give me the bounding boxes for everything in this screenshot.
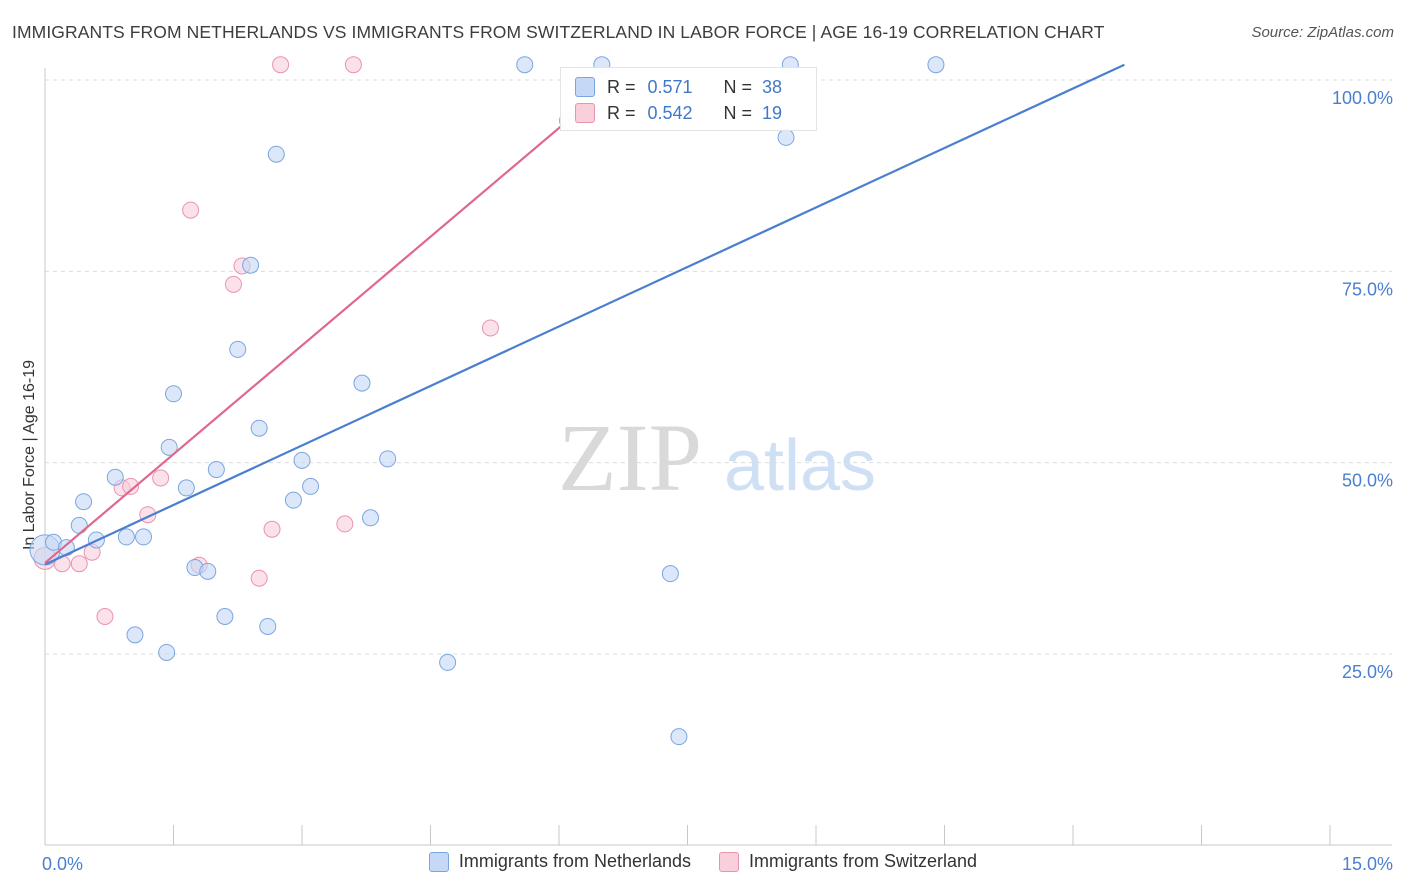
stats-swatch-switzerland bbox=[575, 103, 595, 123]
data-point bbox=[182, 201, 200, 219]
data-point bbox=[250, 419, 268, 437]
data-point bbox=[293, 451, 311, 469]
legend-item-switzerland[interactable]: Immigrants from Switzerland bbox=[719, 851, 977, 872]
legend-item-netherlands[interactable]: Immigrants from Netherlands bbox=[428, 851, 691, 872]
y-tick-label: 75.0% bbox=[1342, 279, 1393, 299]
watermark: ZIP atlas bbox=[558, 404, 876, 511]
legend-swatch-switzerland bbox=[719, 851, 739, 872]
data-point bbox=[439, 653, 457, 671]
legend-label-switzerland: Immigrants from Switzerland bbox=[749, 851, 978, 871]
r-label: R = bbox=[607, 102, 636, 123]
data-point bbox=[516, 56, 534, 74]
data-point bbox=[106, 468, 124, 486]
data-point bbox=[670, 728, 688, 746]
data-point bbox=[379, 450, 397, 468]
data-point bbox=[165, 385, 182, 403]
data-point bbox=[75, 493, 93, 511]
data-point bbox=[199, 562, 217, 580]
data-point bbox=[224, 275, 242, 293]
n-label: N = bbox=[723, 76, 753, 97]
data-point bbox=[152, 469, 170, 487]
data-point bbox=[481, 319, 499, 337]
n-value-netherlands: 38 bbox=[762, 76, 783, 97]
axes bbox=[44, 68, 1392, 846]
data-point bbox=[57, 539, 75, 557]
data-point bbox=[777, 128, 795, 146]
data-point bbox=[96, 607, 114, 625]
source-credit: Source: ZipAtlas.com bbox=[1251, 24, 1394, 41]
data-point bbox=[336, 515, 354, 533]
stats-swatch-netherlands bbox=[575, 77, 595, 97]
data-point bbox=[70, 516, 88, 534]
r-value-netherlands: 0.571 bbox=[647, 76, 693, 97]
y-tick-label: 100.0% bbox=[1332, 88, 1393, 108]
watermark-zip: ZIP bbox=[558, 404, 702, 511]
data-point bbox=[70, 555, 88, 573]
r-label: R = bbox=[607, 76, 636, 97]
watermark-atlas: atlas bbox=[724, 426, 876, 506]
data-points bbox=[29, 56, 945, 746]
data-point bbox=[160, 438, 178, 456]
chart-title: IMMIGRANTS FROM NETHERLANDS VS IMMIGRANT… bbox=[12, 22, 1105, 42]
data-point bbox=[216, 607, 234, 625]
data-point bbox=[242, 256, 260, 274]
data-point bbox=[158, 643, 176, 661]
data-point bbox=[344, 56, 362, 74]
y-tick-label: 25.0% bbox=[1342, 662, 1393, 682]
r-value-switzerland: 0.542 bbox=[647, 102, 693, 123]
data-point bbox=[927, 56, 945, 74]
stats-row-switzerland: R = 0.542 N = 19 bbox=[575, 100, 783, 126]
data-point bbox=[122, 477, 140, 495]
data-point bbox=[229, 340, 247, 358]
data-point bbox=[135, 528, 153, 546]
data-point bbox=[117, 528, 135, 546]
data-point bbox=[661, 565, 679, 583]
data-point bbox=[207, 461, 225, 479]
n-label: N = bbox=[723, 102, 753, 123]
data-point bbox=[263, 520, 281, 538]
n-value-switzerland: 19 bbox=[762, 102, 783, 123]
gridlines bbox=[45, 79, 1392, 655]
y-tick-label: 50.0% bbox=[1342, 471, 1393, 491]
x-tick-label: 15.0% bbox=[1342, 854, 1393, 874]
stats-box: R = 0.571 N = 38 R = 0.542 N = 19 bbox=[560, 67, 817, 131]
trend-line bbox=[44, 123, 564, 564]
legend-label-netherlands: Immigrants from Netherlands bbox=[458, 851, 691, 871]
data-point bbox=[259, 617, 277, 635]
legend-swatch-netherlands bbox=[428, 851, 449, 872]
data-point bbox=[284, 491, 302, 509]
data-point bbox=[177, 479, 195, 497]
tick-labels: 25.0% 50.0% 75.0% 100.0% 0.0% 15.0% bbox=[42, 88, 1393, 874]
data-point bbox=[267, 145, 285, 163]
data-point bbox=[302, 477, 320, 495]
data-point bbox=[126, 626, 144, 644]
data-point bbox=[362, 509, 380, 527]
data-point bbox=[353, 374, 371, 392]
data-point bbox=[272, 56, 290, 74]
x-tick-label: 0.0% bbox=[42, 854, 83, 874]
legend: Immigrants from Netherlands Immigrants f… bbox=[0, 851, 1406, 872]
data-point bbox=[250, 569, 268, 587]
trend-line bbox=[44, 63, 1125, 566]
stats-row-netherlands: R = 0.571 N = 38 bbox=[575, 74, 783, 100]
